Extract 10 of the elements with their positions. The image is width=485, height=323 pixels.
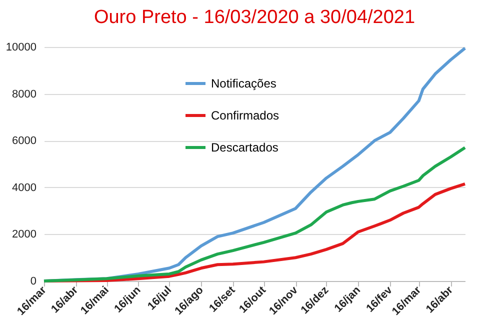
legend-label: Notificações: [211, 76, 276, 90]
legend-label: Confirmados: [211, 108, 280, 122]
y-tick-label: 6000: [12, 135, 36, 148]
y-tick-label: 2000: [12, 228, 36, 241]
y-tick-label: 8000: [12, 88, 36, 100]
y-tick-label: 0: [30, 276, 36, 288]
legend-label: Descartados: [211, 140, 278, 154]
y-tick-label: 4000: [12, 182, 36, 194]
y-tick-label: 10000: [6, 42, 36, 54]
chart-title: Ouro Preto - 16/03/2020 a 30/04/2021: [94, 7, 416, 28]
